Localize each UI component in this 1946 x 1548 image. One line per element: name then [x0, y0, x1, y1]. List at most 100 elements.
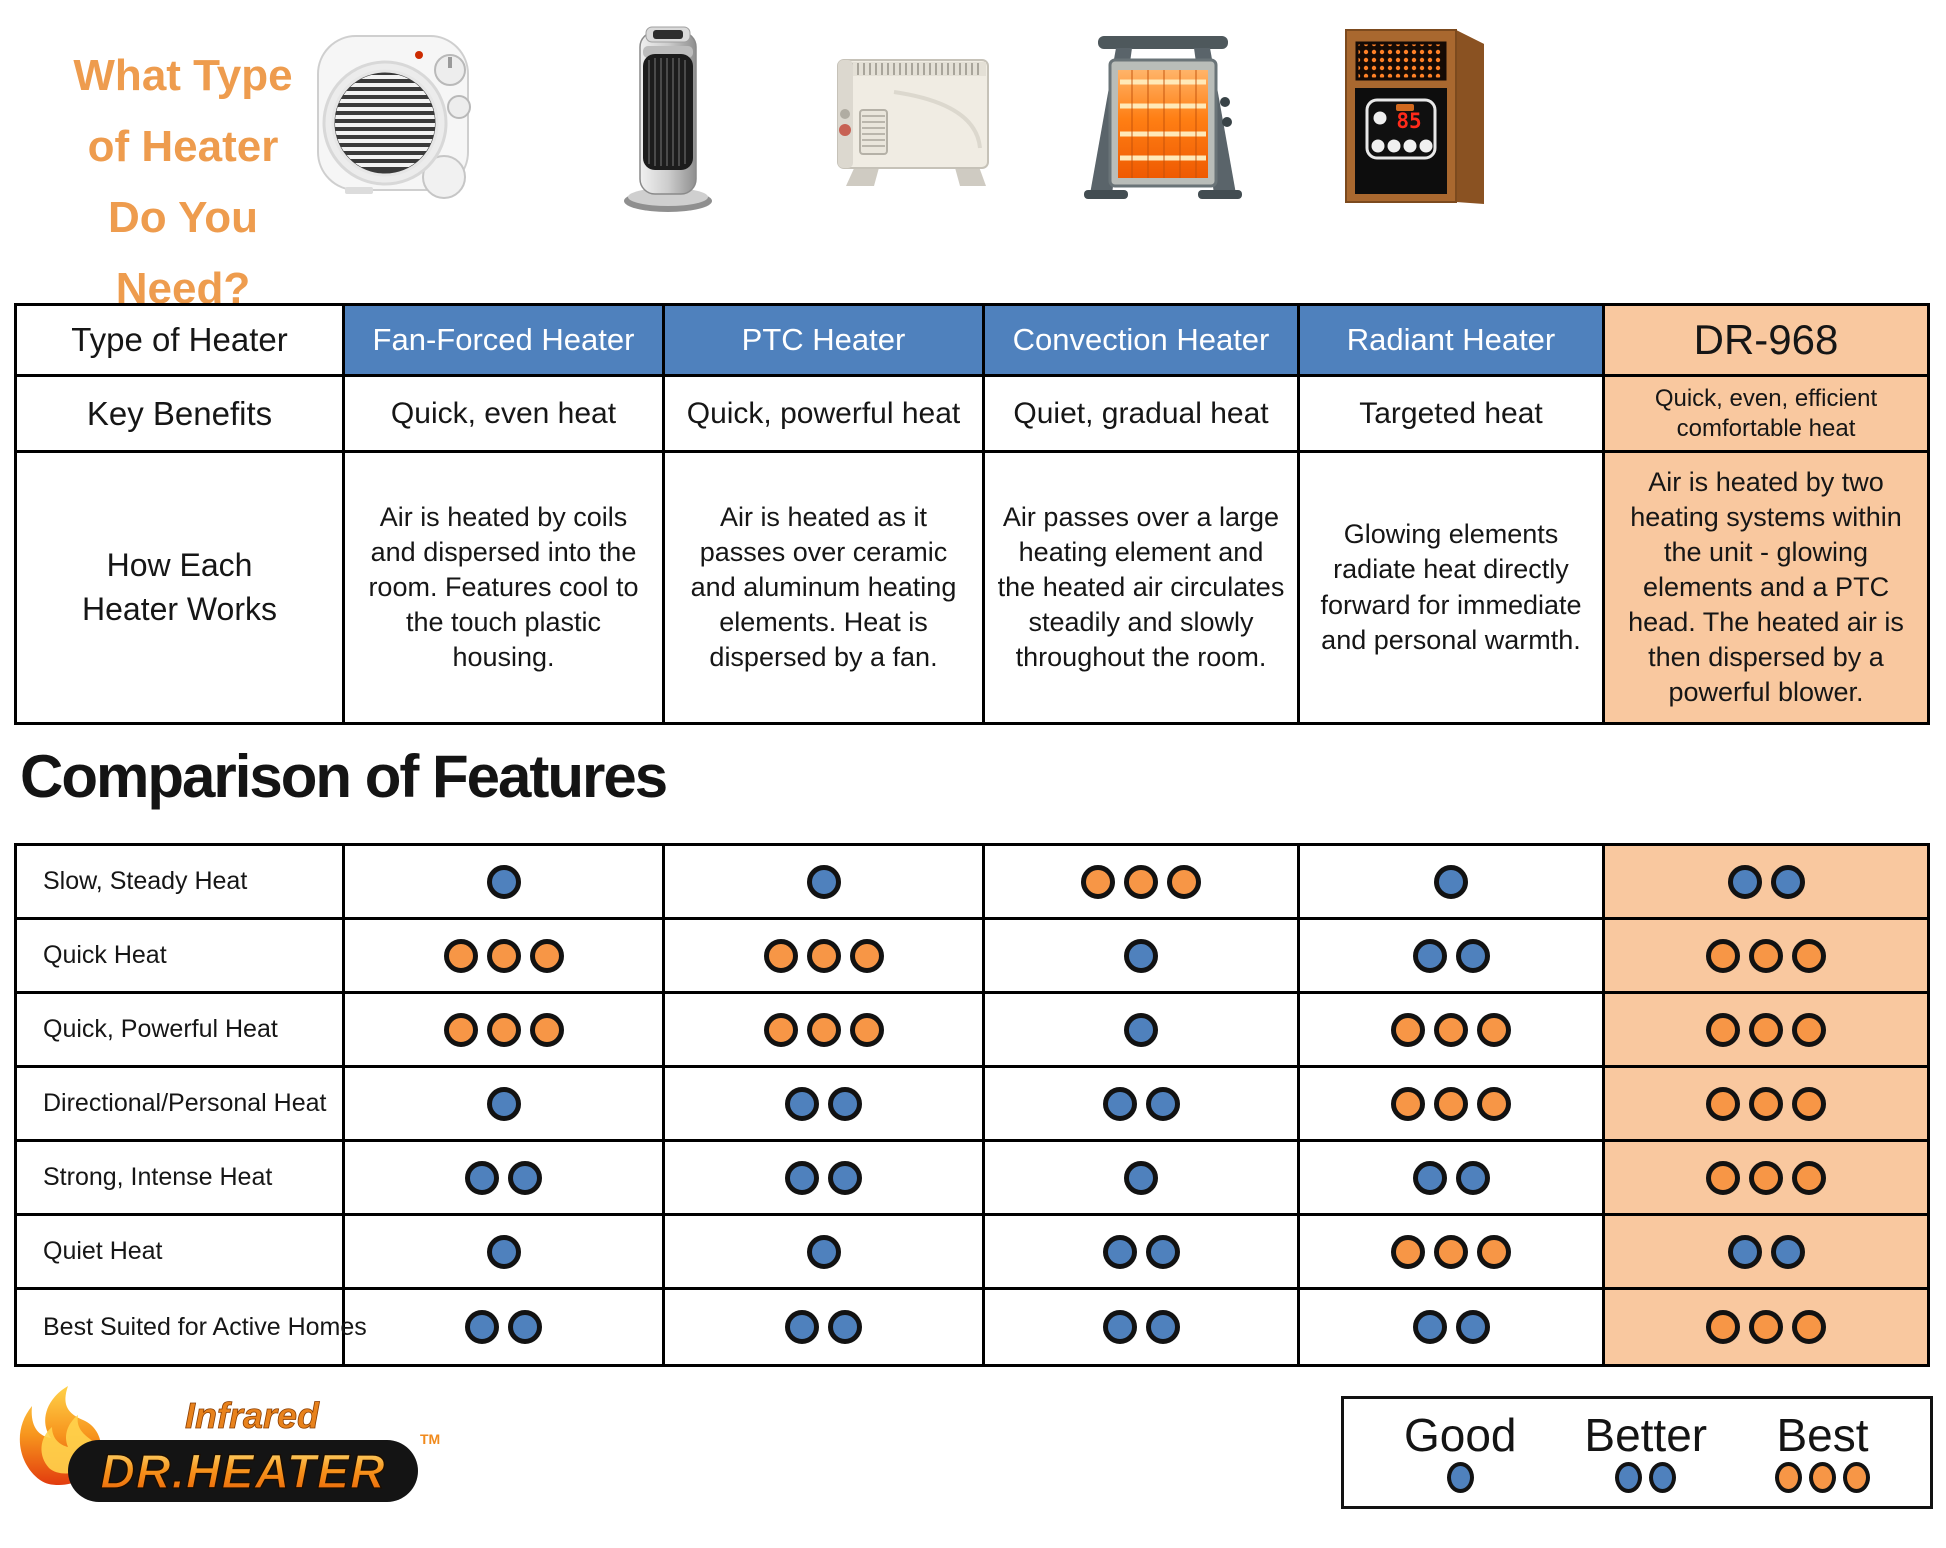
- rating-dot-orange: [486, 938, 521, 973]
- rating-dot-orange: [1749, 938, 1783, 973]
- feature-row-label: Strong, Intense Heat: [17, 1142, 345, 1216]
- rating-dot-blue: [1412, 1310, 1447, 1344]
- rating-dot-blue: [828, 1160, 862, 1195]
- t1-benefit-ptc: Quick, powerful heat: [665, 377, 985, 453]
- rating-dot-blue: [1455, 938, 1490, 973]
- rating-dot-orange: [443, 938, 478, 973]
- rating-dot-orange: [1706, 1012, 1740, 1047]
- rating-dot-blue: [486, 1234, 521, 1269]
- rating-dot-blue: [828, 1086, 862, 1121]
- rating-cell: [665, 1216, 985, 1290]
- rating-dot-orange: [763, 938, 798, 973]
- rating-dot-blue: [1434, 864, 1468, 899]
- rating-dot-orange: [1477, 1234, 1511, 1269]
- rating-cell: [665, 920, 985, 994]
- rating-cell: [345, 1216, 665, 1290]
- t1-works-convection: Air passes over a large heating element …: [985, 453, 1300, 722]
- rating-cell: [985, 1216, 1300, 1290]
- rating-dot-orange: [1477, 1012, 1511, 1047]
- page-title-line1: What Type: [73, 51, 293, 100]
- legend-item-best: Best: [1775, 1412, 1871, 1493]
- rating-dot-blue: [1102, 1310, 1137, 1344]
- ptc-tower-heater-image: [612, 22, 724, 216]
- rating-dot-orange: [1775, 1462, 1803, 1493]
- legend-dots-good: [1446, 1462, 1474, 1493]
- rating-cell-dr968: [1605, 994, 1927, 1068]
- rating-cell: [1300, 1216, 1605, 1290]
- rating-dot-blue: [508, 1160, 542, 1195]
- rating-cell: [1300, 1142, 1605, 1216]
- legend-item-good: Good: [1404, 1412, 1516, 1493]
- rating-dot-blue: [1455, 1310, 1490, 1344]
- rating-dot-blue: [1455, 1160, 1490, 1195]
- rating-cell: [345, 1142, 665, 1216]
- t1-header-radiant: Radiant Heater: [1300, 306, 1605, 377]
- rating-dot-orange: [806, 938, 841, 973]
- rating-dot-orange: [1391, 1012, 1425, 1047]
- rating-cell: [1300, 846, 1605, 920]
- t1-benefit-convection: Quiet, gradual heat: [985, 377, 1300, 453]
- dr968-temperature-display: 85: [1396, 109, 1421, 133]
- rating-dot-blue: [1145, 1310, 1180, 1344]
- rating-cell-dr968: [1605, 1216, 1927, 1290]
- rating-dot-orange: [1391, 1086, 1425, 1121]
- radiant-heater-image: [1082, 30, 1244, 208]
- page-title-line2: of Heater: [87, 122, 279, 171]
- rating-cell: [345, 1290, 665, 1364]
- logo-tm-text: TM: [420, 1431, 440, 1447]
- legend-label-better: Better: [1584, 1409, 1708, 1461]
- fan-forced-heater-image: [315, 30, 483, 202]
- rating-cell: [1300, 1068, 1605, 1142]
- rating-dot-blue: [1727, 864, 1762, 899]
- logo-main-text: DR.HEATER: [100, 1446, 385, 1499]
- t1-header-dr968: DR-968: [1605, 306, 1927, 377]
- rating-cell: [345, 994, 665, 1068]
- rating-dot-blue: [508, 1310, 542, 1344]
- rating-dot-orange: [849, 938, 884, 973]
- rating-dot-orange: [529, 1012, 564, 1047]
- rating-dot-blue: [1102, 1086, 1137, 1121]
- rating-dot-orange: [1167, 864, 1201, 899]
- rating-cell-dr968: [1605, 920, 1927, 994]
- rating-dot-orange: [486, 1012, 521, 1047]
- rating-dot-blue: [828, 1310, 862, 1344]
- rating-dot-orange: [1749, 1086, 1783, 1121]
- rating-dot-orange: [1081, 864, 1115, 899]
- rating-dot-orange: [1391, 1234, 1425, 1269]
- rating-dot-blue: [1727, 1234, 1762, 1269]
- page-title: What Type of Heater Do You Need?: [38, 40, 328, 324]
- rating-dot-blue: [806, 864, 841, 899]
- rating-dot-orange: [1792, 1160, 1826, 1195]
- rating-dot-orange: [1792, 1012, 1826, 1047]
- rating-dot-blue: [1770, 1234, 1805, 1269]
- rating-dot-blue: [1124, 1160, 1158, 1195]
- page-title-line3: Do You Need?: [108, 193, 258, 313]
- rating-cell: [985, 1068, 1300, 1142]
- t1-works-fan-forced: Air is heated by coils and dispersed int…: [345, 453, 665, 722]
- rating-dot-blue: [486, 864, 521, 899]
- t1-header-fan-forced: Fan-Forced Heater: [345, 306, 665, 377]
- feature-row-label: Directional/Personal Heat: [17, 1068, 345, 1142]
- rating-dot-orange: [849, 1012, 884, 1047]
- rating-cell: [665, 1290, 985, 1364]
- rating-cell: [1300, 1290, 1605, 1364]
- feature-row-label: Slow, Steady Heat: [17, 846, 345, 920]
- rating-cell: [665, 1142, 985, 1216]
- t1-works-ptc: Air is heated as it passes over ceramic …: [665, 453, 985, 722]
- t1-benefit-dr968: Quick, even, efficient comfortable heat: [1605, 377, 1927, 453]
- rating-dot-blue: [1124, 938, 1158, 973]
- legend-dots-better: [1615, 1462, 1677, 1493]
- t1-benefit-fan-forced: Quick, even heat: [345, 377, 665, 453]
- rating-dot-blue: [1124, 1012, 1158, 1047]
- rating-dot-blue: [465, 1310, 499, 1344]
- dr968-heater-image: 85: [1330, 16, 1498, 214]
- rating-cell-dr968: [1605, 1068, 1927, 1142]
- rating-legend: Good Better Best: [1341, 1396, 1933, 1509]
- rating-dot-blue: [1770, 864, 1805, 899]
- rating-cell: [345, 920, 665, 994]
- rating-dot-blue: [465, 1160, 499, 1195]
- rating-cell: [665, 1068, 985, 1142]
- rating-dot-orange: [1434, 1012, 1468, 1047]
- rating-dot-orange: [1706, 938, 1740, 973]
- convection-heater-image: [826, 52, 998, 196]
